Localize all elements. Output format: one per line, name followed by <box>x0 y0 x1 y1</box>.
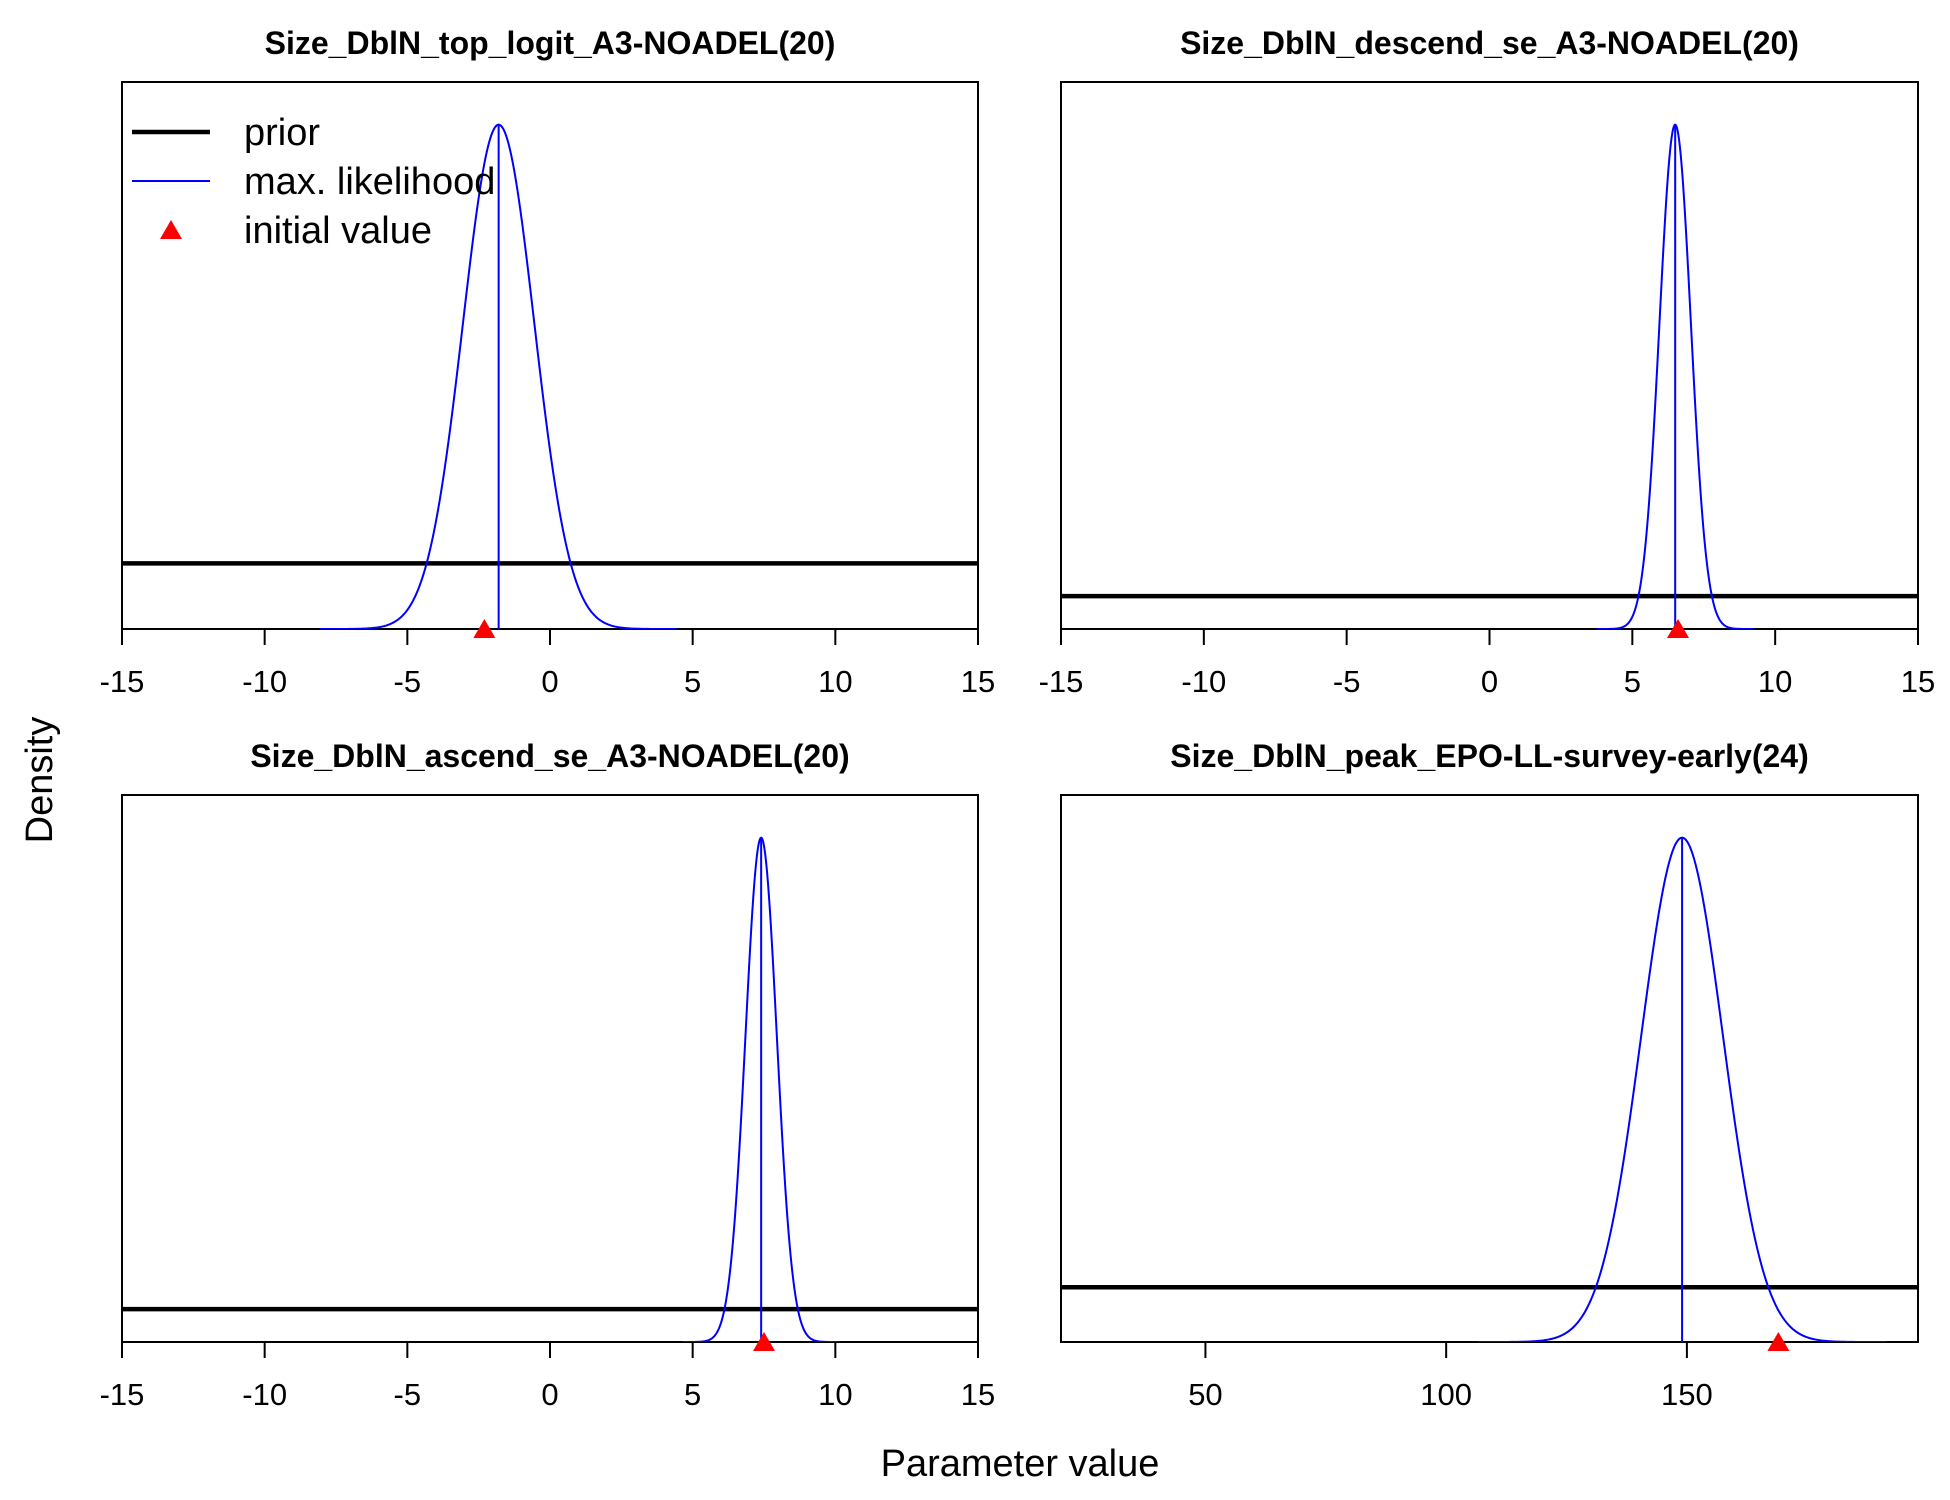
x-axis: -15 -10 -5 0 5 10 15 <box>100 629 996 699</box>
x-tick-label: 0 <box>541 1377 558 1412</box>
x-tick-label: 10 <box>818 1377 852 1412</box>
x-tick-label: -5 <box>394 664 422 699</box>
x-tick-label: 15 <box>961 1377 995 1412</box>
x-tick-label: -15 <box>1039 664 1084 699</box>
x-tick-label: 0 <box>1481 664 1498 699</box>
x-tick-label: 10 <box>818 664 852 699</box>
legend-label: max. likelihood <box>244 161 495 203</box>
x-tick-label: 5 <box>684 664 701 699</box>
plot-frame <box>1061 82 1918 629</box>
x-axis: -15 -10 -5 0 5 10 15 <box>1039 629 1936 699</box>
panel-1: Size_DblN_top_logit_A3-NOADEL(20)-15 -10-… <box>100 25 996 699</box>
x-tick-label: 150 <box>1661 1377 1713 1412</box>
legend-item-3: initial value <box>160 210 432 252</box>
x-tick-label: 5 <box>684 1377 701 1412</box>
x-tick-label: 15 <box>961 664 995 699</box>
panel-title: Size_DblN_descend_se_A3-NOADEL(20) <box>1180 25 1799 61</box>
plot-frame <box>122 795 978 1342</box>
legend: prior max. likelihood initial value <box>132 112 495 252</box>
x-tick-label: -10 <box>242 664 287 699</box>
y-axis-title: Density <box>19 717 61 844</box>
panel-4: Size_DblN_peak_EPO-LL-survey-early(24) 50… <box>1061 738 1918 1412</box>
legend-label: prior <box>244 112 320 154</box>
panel-title: Size_DblN_top_logit_A3-NOADEL(20) <box>265 25 836 61</box>
x-axis: -15 -10 -5 0 5 10 15 <box>100 1342 996 1412</box>
x-tick-label: -5 <box>394 1377 422 1412</box>
plot-frame <box>1061 795 1918 1342</box>
x-tick-label: 0 <box>541 664 558 699</box>
panel-title: Size_DblN_peak_EPO-LL-survey-early(24) <box>1170 738 1808 774</box>
panel-2: Size_DblN_descend_se_A3-NOADEL(20) -15 -10… <box>1039 25 1936 699</box>
x-tick-label: 50 <box>1188 1377 1222 1412</box>
legend-item-1: prior <box>132 112 320 154</box>
x-tick-label: -15 <box>100 664 145 699</box>
x-axis-title: Parameter value <box>881 1443 1160 1485</box>
x-tick-label: -10 <box>242 1377 287 1412</box>
x-tick-label: 10 <box>1758 664 1792 699</box>
x-axis: 50 100 150 <box>1188 1342 1713 1412</box>
legend-item-2: max. likelihood <box>132 161 495 203</box>
x-tick-label: -10 <box>1181 664 1226 699</box>
x-tick-label: 5 <box>1624 664 1641 699</box>
x-tick-label: -5 <box>1333 664 1361 699</box>
panel-title: Size_DblN_ascend_se_A3-NOADEL(20) <box>250 738 849 774</box>
x-tick-label: -15 <box>100 1377 145 1412</box>
panel-3: Size_DblN_ascend_se_A3-NOADEL(20)-15 -10-… <box>100 738 996 1412</box>
legend-triangle-symbol <box>160 220 182 239</box>
legend-label: initial value <box>244 210 432 252</box>
x-tick-label: 100 <box>1420 1377 1472 1412</box>
x-tick-label: 15 <box>1901 664 1935 699</box>
